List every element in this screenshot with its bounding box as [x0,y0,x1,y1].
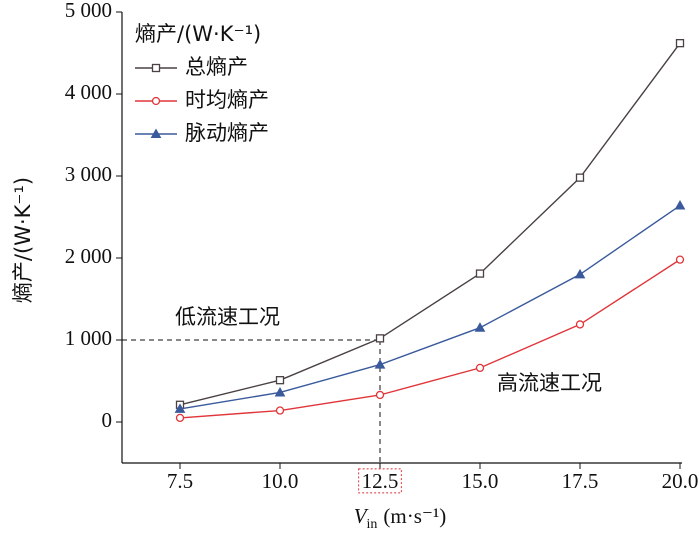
marker [675,39,685,48]
marker [274,386,286,397]
series-line [179,259,681,419]
marker [575,320,585,329]
y-tick-label: 2 000 [65,244,112,268]
y-tick-label: 4 000 [65,80,112,104]
y-tick-label: 3 000 [65,162,112,186]
legend-label: 时均熵产 [185,88,269,112]
marker [151,96,161,106]
y-tick-label: 5 000 [65,0,112,22]
marker [151,63,161,73]
annotation: 高流速工况 [497,371,602,395]
x-tick-label: 20.0 [662,469,699,493]
highlight-box [358,468,402,494]
x-tick-label: 10.0 [262,469,299,493]
y-tick-label: 1 000 [65,326,112,350]
marker [275,376,285,385]
marker [375,334,385,343]
series-line [179,204,681,410]
x-tick-label: 7.5 [167,469,193,493]
x-tick-label: 12.5 [362,469,399,493]
marker [674,200,686,210]
marker [474,322,486,332]
y-tick-label: 0 [102,408,113,432]
marker [375,390,385,400]
marker [175,413,185,423]
x-label-symbol: V [354,504,369,528]
x-label-unit: (m·s⁻¹) [383,504,446,528]
marker [174,403,186,413]
x-axis-label: Vin (m·s⁻¹) [354,504,447,532]
series-line [179,42,681,406]
legend-label: 总熵产 [185,55,248,79]
legend-title: 熵产/(W·K⁻¹) [135,22,261,46]
marker [574,268,586,279]
x-tick-label: 15.0 [462,469,499,493]
marker [475,269,485,278]
annotation: 低流速工况 [175,305,280,329]
marker [374,359,386,369]
marker [275,406,285,415]
y-axis-label: 熵产/(W·K⁻¹) [11,177,35,303]
x-label-subscript: in [367,517,378,532]
x-tick-label: 17.5 [562,469,599,493]
marker [675,255,685,264]
marker [475,363,485,373]
legend-label: 脉动熵产 [185,121,269,145]
marker [150,128,162,138]
marker [575,173,585,182]
